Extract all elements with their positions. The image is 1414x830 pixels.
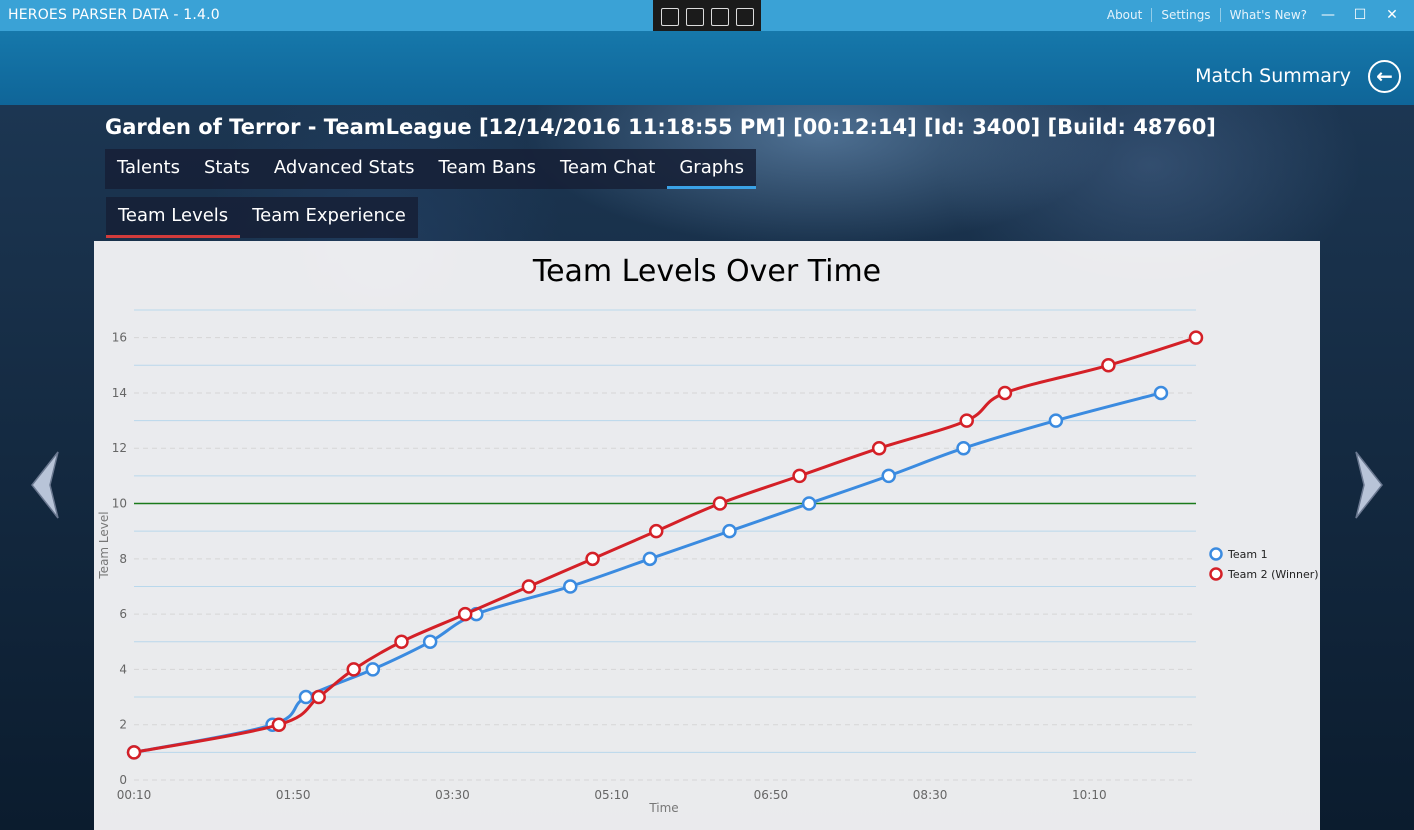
team2-line (133, 336, 1197, 754)
about-link[interactable]: About (1106, 8, 1143, 22)
chart-title: Team Levels Over Time (532, 254, 881, 289)
team1-point (642, 551, 658, 567)
team2-point (712, 496, 728, 511)
window-controls: — ☐ ✕ (1312, 4, 1408, 26)
minimize-button[interactable]: — (1321, 7, 1335, 23)
y-tick-label: 6 (119, 607, 127, 621)
title-bar: HEROES PARSER DATA - 1.4.0 About Setting… (0, 0, 1414, 39)
sub-tabs: Team Levels Team Experience (106, 197, 418, 238)
team2-point (521, 579, 537, 594)
x-tick-label: 05:10 (594, 788, 629, 802)
team1-point (1048, 413, 1064, 428)
team2-point (1101, 358, 1116, 373)
app-header: Match Summary ← (0, 31, 1414, 105)
page-title: Match Summary (1195, 65, 1351, 87)
team2-point (585, 551, 600, 567)
settings-link[interactable]: Settings (1151, 8, 1219, 22)
arrow-left-icon: ← (1376, 64, 1393, 88)
x-axis-label: Time (648, 801, 678, 815)
capture-region-icon[interactable] (710, 7, 729, 26)
team1-point (1153, 385, 1169, 401)
team1-point (956, 440, 971, 456)
y-tick-label: 16 (112, 331, 127, 345)
close-button[interactable]: ✕ (1386, 7, 1398, 23)
y-tick-label: 12 (112, 441, 127, 455)
whats-new-link[interactable]: What's New? (1219, 8, 1316, 22)
main-tabs: Talents Stats Advanced Stats Team Bans T… (105, 149, 756, 189)
team1-point (422, 634, 438, 650)
team1-point (563, 579, 578, 594)
y-tick-label: 2 (119, 718, 127, 732)
team2-point (346, 662, 361, 677)
tab-stats[interactable]: Stats (203, 157, 250, 178)
y-axis-label: Team Level (97, 511, 111, 579)
team1-line (133, 391, 1162, 754)
chart-ticks: 0 2 4 6 8 10 12 14 16 00:10 01:50 03:30 05:10 06:50 08… (112, 331, 1107, 802)
chart-legend: Team 1 Team 2 (Winner) (1209, 547, 1319, 581)
tab-team-levels[interactable]: Team Levels (106, 197, 241, 238)
legend-label-team1: Team 1 (1227, 548, 1268, 561)
next-arrow-icon[interactable] (1352, 450, 1386, 520)
team1-point (722, 523, 737, 539)
y-tick-label: 10 (112, 497, 127, 511)
team2-point (311, 689, 326, 705)
tab-graphs[interactable]: Graphs (667, 149, 756, 189)
x-tick-label: 08:30 (913, 788, 948, 802)
team2-point (457, 606, 473, 622)
team1-point (881, 468, 896, 484)
legend-marker-team1 (1209, 547, 1223, 561)
previous-arrow-icon[interactable] (28, 450, 62, 520)
team2-point (997, 385, 1013, 401)
x-tick-label: 01:50 (276, 788, 311, 802)
app-title: HEROES PARSER DATA - 1.4.0 (8, 7, 220, 23)
tab-team-chat[interactable]: Team Chat (559, 157, 656, 178)
capture-window-icon[interactable] (660, 7, 679, 26)
capture-scroll-icon[interactable] (735, 7, 754, 26)
content-area: Garden of Terror - TeamLeague [12/14/201… (0, 105, 1414, 830)
top-links: About Settings What's New? (1098, 8, 1316, 22)
tab-team-experience[interactable]: Team Experience (252, 205, 406, 226)
team2-point (871, 440, 887, 456)
x-tick-label: 03:30 (435, 788, 470, 802)
chart-series (126, 330, 1204, 760)
team1-point (365, 662, 381, 677)
x-tick-label: 10:10 (1072, 788, 1107, 802)
tab-talents[interactable]: Talents (117, 157, 180, 178)
maximize-button[interactable]: ☐ (1353, 7, 1367, 23)
tab-advanced-stats[interactable]: Advanced Stats (273, 157, 415, 178)
team-levels-chart: Team Levels Over Time 0 2 4 6 8 10 12 14 16 00:10… (97, 254, 1319, 815)
team2-point (959, 413, 974, 428)
team1-point (801, 496, 817, 511)
team2-point (271, 717, 287, 732)
y-tick-label: 4 (119, 662, 127, 676)
team1-point (298, 689, 314, 705)
team2-point (792, 468, 807, 484)
team2-point (648, 523, 664, 539)
y-tick-label: 0 (119, 773, 127, 787)
legend-label-team2: Team 2 (Winner) (1227, 568, 1319, 581)
chart-panel: Team Levels Over Time 0 2 4 6 8 10 12 14 16 00:10… (94, 241, 1320, 830)
tab-team-bans[interactable]: Team Bans (438, 157, 536, 178)
back-button[interactable]: ← (1368, 60, 1401, 93)
y-tick-label: 14 (112, 386, 127, 400)
match-title: Garden of Terror - TeamLeague [12/14/201… (105, 115, 1216, 139)
team2-point (394, 634, 409, 650)
capture-pointer-icon[interactable] (685, 7, 704, 26)
team2-point (1188, 330, 1204, 345)
x-tick-label: 00:10 (117, 788, 152, 802)
y-tick-label: 8 (119, 552, 127, 566)
legend-marker-team2 (1209, 567, 1223, 581)
x-tick-label: 06:50 (754, 788, 789, 802)
team2-point (126, 745, 142, 760)
